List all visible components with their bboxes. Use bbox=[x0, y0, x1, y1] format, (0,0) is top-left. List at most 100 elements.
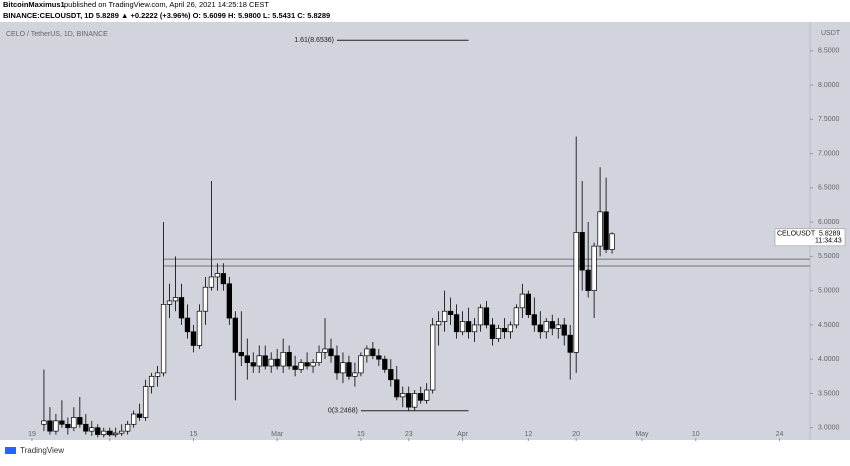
candle-body bbox=[603, 211, 609, 250]
candle-body bbox=[346, 362, 352, 377]
candle-body bbox=[471, 324, 478, 333]
candle-body bbox=[418, 393, 424, 401]
candle-body bbox=[184, 317, 191, 333]
candle-body bbox=[573, 232, 579, 353]
candle-body bbox=[113, 432, 119, 435]
candle-body bbox=[382, 358, 388, 370]
candle-body bbox=[250, 362, 256, 367]
y-tick-label: 5.5000 bbox=[818, 253, 840, 260]
candle-body bbox=[190, 331, 197, 346]
candle-body bbox=[71, 417, 77, 429]
symbol-info: BINANCE:CELOUSDT, 1D 5.8289 ▲ +0.2222 (+… bbox=[3, 11, 330, 20]
candle-body bbox=[561, 324, 567, 336]
candle-body bbox=[501, 327, 508, 333]
candle-body bbox=[543, 321, 549, 333]
candle-body bbox=[142, 386, 149, 418]
candle-body bbox=[292, 365, 298, 370]
candle-body bbox=[178, 297, 185, 319]
candle-body bbox=[136, 413, 143, 418]
candle-body bbox=[555, 324, 561, 329]
candle-body bbox=[101, 430, 107, 435]
y-tick-label: 7.0000 bbox=[818, 150, 840, 157]
candle-body bbox=[77, 417, 83, 425]
brand: TradingView bbox=[20, 446, 64, 455]
candle-body bbox=[459, 321, 466, 333]
plot-background bbox=[0, 22, 850, 440]
candle-body bbox=[435, 321, 442, 326]
candle-body bbox=[256, 355, 262, 367]
candle-body bbox=[507, 324, 514, 333]
candle-body bbox=[107, 430, 113, 435]
y-unit: USDT bbox=[821, 30, 841, 37]
candle-body bbox=[119, 430, 125, 434]
candle-body bbox=[286, 351, 292, 367]
candle-body bbox=[131, 413, 137, 425]
candle-body bbox=[376, 355, 382, 360]
x-tick-label: 10 bbox=[692, 431, 700, 438]
candle-body bbox=[579, 232, 585, 271]
candle-body bbox=[47, 420, 53, 432]
candle-body bbox=[316, 351, 322, 363]
candle-body bbox=[172, 297, 179, 302]
y-tick-label: 8.0000 bbox=[818, 82, 840, 89]
y-tick-label: 8.5000 bbox=[818, 48, 840, 55]
price-tag-box bbox=[774, 228, 846, 247]
x-tick-label: 23 bbox=[405, 431, 413, 438]
x-tick-label: May bbox=[635, 431, 649, 438]
y-tick-label: 5.0000 bbox=[818, 287, 840, 294]
author: BitcoinMaximus1 bbox=[3, 0, 65, 9]
candle-body bbox=[358, 355, 364, 374]
x-tick-label: 19 bbox=[28, 431, 36, 438]
candle-body bbox=[549, 321, 555, 329]
x-tick-label: 24 bbox=[776, 431, 784, 438]
candle-body bbox=[274, 358, 280, 367]
candle-body bbox=[352, 372, 358, 377]
candle-body bbox=[477, 307, 484, 326]
candle-body bbox=[268, 358, 274, 367]
price-tag-countdown: 11:34:43 bbox=[815, 238, 842, 245]
candle-body bbox=[447, 310, 454, 315]
candle-body bbox=[83, 423, 89, 432]
candle-body bbox=[609, 233, 615, 250]
candle-body bbox=[334, 355, 340, 374]
candle-body bbox=[280, 351, 286, 367]
candle-body bbox=[304, 362, 310, 367]
candle-body bbox=[519, 293, 526, 309]
candle-body bbox=[196, 310, 203, 346]
fib-label: 0(3.2468) bbox=[328, 408, 358, 415]
candle-body bbox=[298, 362, 304, 370]
candle-body bbox=[370, 348, 376, 357]
y-tick-label: 6.0000 bbox=[818, 219, 840, 226]
candle-body bbox=[412, 393, 418, 408]
candle-body bbox=[53, 420, 59, 432]
candle-body bbox=[238, 351, 244, 357]
candle-body bbox=[364, 348, 370, 357]
candle-body bbox=[531, 314, 537, 326]
candle-body bbox=[453, 314, 460, 333]
candle-body bbox=[226, 283, 232, 319]
candle-body bbox=[262, 355, 268, 367]
chart-title: CELO / TetherUS, 1D, BINANCE bbox=[6, 31, 108, 38]
y-tick-label: 3.0000 bbox=[818, 425, 840, 432]
y-tick-label: 4.5000 bbox=[818, 322, 840, 329]
price-tag-symbol: CELOUSDT bbox=[777, 231, 816, 238]
candle-body bbox=[585, 269, 591, 292]
candle-body bbox=[525, 293, 531, 315]
x-tick-label: Mar bbox=[271, 431, 284, 438]
publish-info: published on TradingView.com, April 26, … bbox=[64, 0, 269, 9]
candle-body bbox=[489, 324, 496, 339]
candle-body bbox=[388, 369, 394, 381]
candle-body bbox=[394, 379, 400, 398]
candle-body bbox=[406, 393, 412, 408]
candle-body bbox=[232, 317, 238, 353]
candle-body bbox=[322, 348, 328, 353]
candle-body bbox=[95, 427, 101, 435]
candle-body bbox=[154, 372, 161, 377]
fib-label: 1.61(8.6536) bbox=[294, 37, 334, 44]
candle-body bbox=[340, 362, 346, 374]
y-tick-label: 3.5000 bbox=[818, 390, 840, 397]
candle-body bbox=[89, 427, 95, 432]
candle-body bbox=[537, 324, 543, 333]
candle-body bbox=[495, 327, 502, 339]
